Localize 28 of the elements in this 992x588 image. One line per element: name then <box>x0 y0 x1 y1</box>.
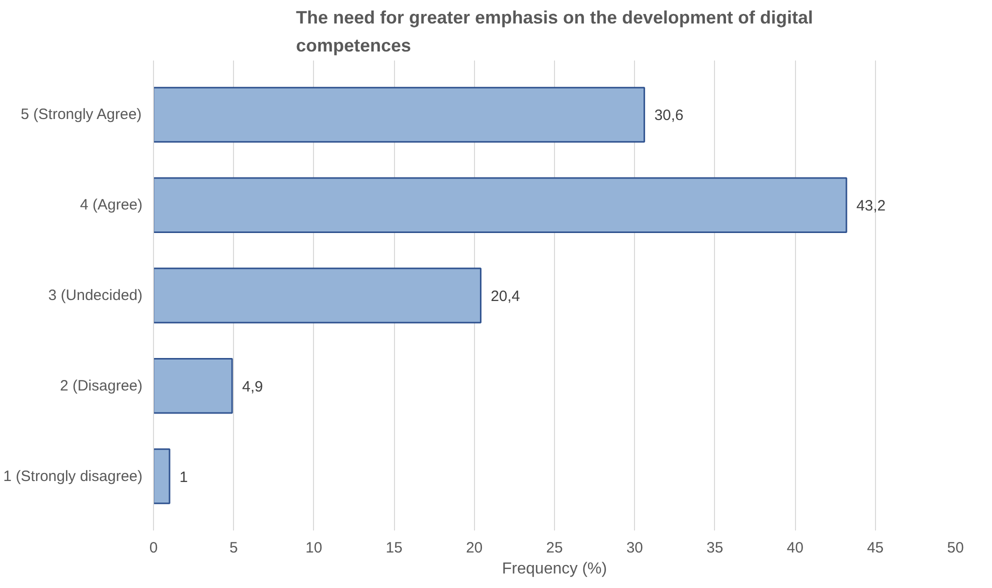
x-tick-label: 35 <box>706 540 724 556</box>
data-label: 1 <box>180 468 188 486</box>
y-tick-label: 4 (Agree) <box>80 196 143 214</box>
bar <box>154 177 848 233</box>
x-tick-label: 0 <box>149 540 158 556</box>
x-tick-label: 40 <box>786 540 804 556</box>
bar <box>154 448 170 504</box>
x-tick-label: 10 <box>306 540 322 556</box>
y-tick-label: 1 (Strongly disagree) <box>3 468 143 485</box>
chart-title: The need for greater emphasis on the development of digital competences <box>296 8 814 56</box>
data-label: 20,4 <box>490 288 520 305</box>
x-tick-label: 5 <box>230 540 238 556</box>
x-tick-label: 15 <box>386 540 402 556</box>
x-tick-label: 50 <box>947 540 964 556</box>
data-label: 4,9 <box>242 378 263 396</box>
bar <box>154 268 482 324</box>
data-label: 30,6 <box>654 107 684 124</box>
x-tick-label: 45 <box>866 540 884 556</box>
y-tick-label: 5 (Strongly Agree) <box>20 106 142 124</box>
y-tick-label: 2 (Disagree) <box>60 377 143 394</box>
y-tick-label: 3 (Undecided) <box>48 287 143 304</box>
bar <box>154 86 646 143</box>
bar <box>154 358 233 414</box>
data-label: 43,2 <box>856 198 886 215</box>
x-tick-label: 30 <box>626 540 644 556</box>
x-tick-label: 20 <box>466 540 483 556</box>
x-tick-label: 25 <box>546 540 563 556</box>
x-axis-title: Frequency (%) <box>502 560 607 578</box>
